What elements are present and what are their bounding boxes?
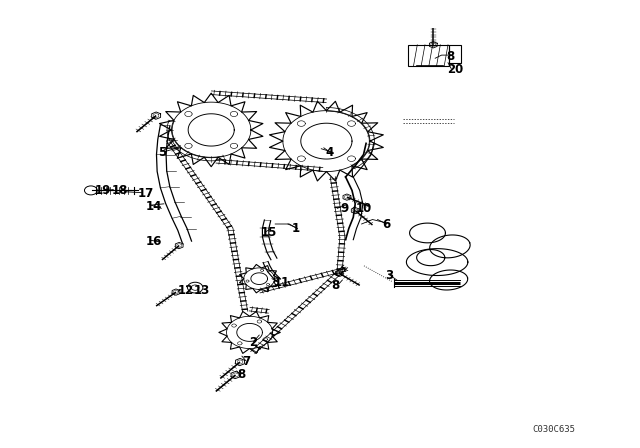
- Text: 20: 20: [447, 63, 463, 76]
- Text: 17: 17: [138, 187, 154, 200]
- Text: 8: 8: [332, 279, 340, 293]
- Text: 12: 12: [177, 284, 193, 297]
- Text: 10: 10: [356, 202, 372, 215]
- Text: 13: 13: [193, 284, 209, 297]
- Text: 6: 6: [383, 217, 391, 231]
- Text: C030C635: C030C635: [532, 425, 575, 434]
- Text: 18: 18: [112, 184, 129, 197]
- Text: 1: 1: [291, 222, 300, 235]
- Text: 8: 8: [447, 49, 455, 63]
- Text: 3: 3: [385, 269, 394, 282]
- Text: 7: 7: [242, 355, 250, 368]
- Text: 15: 15: [261, 226, 278, 240]
- Text: 11: 11: [274, 276, 290, 289]
- Text: 16: 16: [146, 234, 163, 248]
- Text: 8: 8: [237, 368, 245, 382]
- Text: 19: 19: [95, 184, 111, 197]
- Text: 2: 2: [250, 336, 258, 349]
- Text: 14: 14: [146, 199, 163, 213]
- Text: 5: 5: [158, 146, 166, 159]
- Text: 9: 9: [340, 202, 349, 215]
- Bar: [449, 45, 461, 63]
- Text: 4: 4: [325, 146, 333, 159]
- Bar: [408, 45, 449, 66]
